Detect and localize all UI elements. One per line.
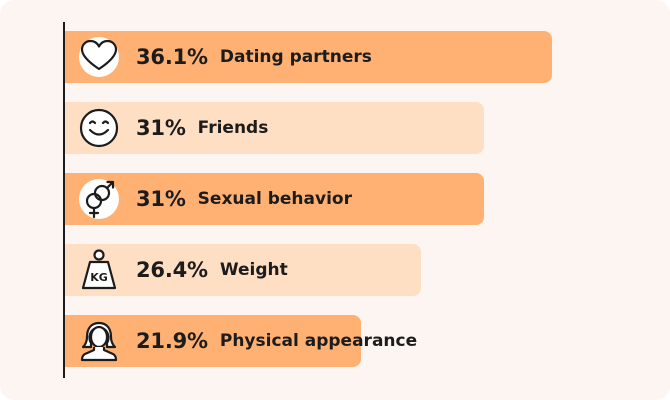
y-axis-line — [63, 22, 65, 378]
category-label: Weight — [219, 260, 288, 280]
person-bust-icon — [77, 319, 121, 363]
bar-sexual-behavior — [65, 173, 484, 225]
bar-weight — [65, 244, 421, 296]
category-label: Physical appearance — [219, 331, 418, 351]
value-label: 21.9% — [136, 329, 208, 353]
heart-icon — [77, 35, 121, 79]
bar-label-row: 26.4% Weight — [136, 244, 288, 296]
category-label: Sexual behavior — [197, 189, 352, 209]
value-label: 36.1% — [136, 45, 208, 69]
category-label: Friends — [197, 118, 269, 138]
smiley-icon — [77, 106, 121, 150]
bar-label-row: 36.1% Dating partners — [136, 31, 372, 83]
bar-label-row: 31% Friends — [136, 102, 268, 154]
value-label: 31% — [136, 116, 186, 140]
bar-dating-partners — [65, 31, 552, 83]
bar-friends — [65, 102, 484, 154]
category-label: Dating partners — [219, 47, 372, 67]
value-label: 31% — [136, 187, 186, 211]
value-label: 26.4% — [136, 258, 208, 282]
kettlebell-weight-icon: KG — [77, 248, 121, 292]
bar-label-row: 31% Sexual behavior — [136, 173, 352, 225]
gender-symbols-icon — [77, 177, 121, 221]
bar-label-row: 21.9% Physical appearance — [136, 315, 417, 367]
svg-text:KG: KG — [90, 271, 108, 284]
